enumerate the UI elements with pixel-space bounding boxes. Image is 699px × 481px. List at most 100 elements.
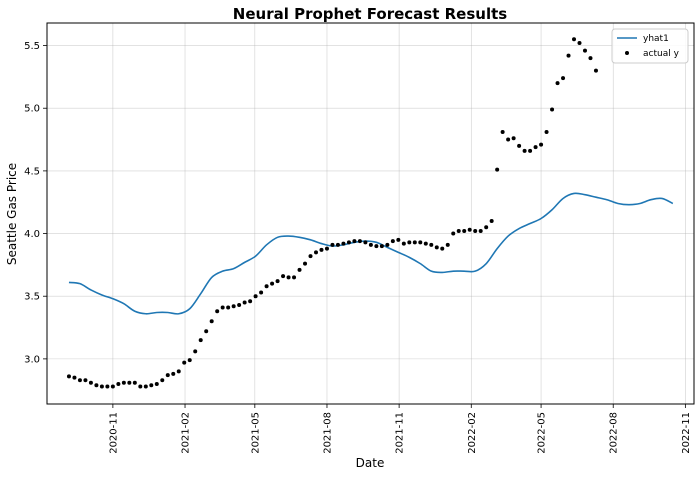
actual-y-point bbox=[335, 242, 340, 247]
actual-y-point bbox=[72, 375, 77, 380]
actual-y-point bbox=[456, 229, 461, 234]
legend-yhat1-label: yhat1 bbox=[643, 34, 669, 44]
actual-y-point bbox=[116, 381, 121, 386]
actual-y-point bbox=[66, 374, 71, 379]
actual-y-point bbox=[138, 384, 143, 389]
actual-y-point bbox=[330, 242, 335, 247]
x-tick-label: 2021-02 bbox=[181, 412, 192, 454]
actual-y-point bbox=[495, 167, 500, 172]
actual-y-point bbox=[242, 300, 247, 305]
actual-y-point bbox=[297, 267, 302, 272]
x-tick-label: 2022-08 bbox=[609, 412, 620, 454]
grid bbox=[47, 23, 694, 404]
actual-y-point bbox=[368, 242, 373, 247]
actual-y-point bbox=[248, 299, 253, 304]
x-tick-label: 2021-08 bbox=[322, 412, 333, 454]
y-tick-label: 4.5 bbox=[24, 166, 40, 177]
actual-y-point bbox=[281, 274, 286, 279]
actual-y-point bbox=[215, 309, 220, 314]
actual-y-point bbox=[292, 275, 297, 280]
actual-y-point bbox=[209, 319, 214, 324]
legend-actual-label: actual y bbox=[643, 49, 680, 59]
actual-y-point bbox=[572, 37, 577, 42]
actual-y-point bbox=[550, 107, 555, 112]
actual-y-point bbox=[253, 294, 258, 299]
actual-y-point bbox=[270, 281, 275, 286]
x-tick-label: 2020-11 bbox=[108, 412, 119, 454]
actual-y-point bbox=[182, 360, 187, 365]
actual-y-point bbox=[149, 383, 154, 388]
actual-y-point bbox=[264, 284, 269, 289]
actual-y-point bbox=[357, 239, 362, 244]
actual-y-point bbox=[500, 130, 505, 135]
actual-y-point bbox=[105, 384, 110, 389]
actual-y-point bbox=[390, 239, 395, 244]
yhat1-line bbox=[68, 192, 674, 315]
actual-y-point bbox=[489, 219, 494, 224]
actual-y-point bbox=[445, 242, 450, 247]
actual-y-point bbox=[286, 275, 291, 280]
actual-y-point bbox=[77, 378, 82, 383]
actual-y-point bbox=[193, 349, 198, 354]
y-tick-label: 4.0 bbox=[24, 229, 40, 240]
actual-y-point bbox=[385, 242, 390, 247]
actual-y-point bbox=[237, 302, 242, 307]
y-tick-label: 3.5 bbox=[24, 292, 40, 303]
actual-y-point bbox=[324, 246, 329, 251]
actual-y-point bbox=[231, 304, 236, 309]
actual-y-point bbox=[143, 384, 148, 389]
actual-y-point bbox=[121, 380, 126, 385]
actual-y-point bbox=[88, 380, 93, 385]
y-tick-label: 3.0 bbox=[24, 354, 40, 365]
actual-y-point bbox=[259, 290, 264, 295]
actual-y-point bbox=[407, 240, 412, 245]
actual-y-point bbox=[379, 244, 384, 249]
actual-y-point bbox=[303, 261, 308, 266]
actual-y-point bbox=[555, 81, 560, 86]
actual-y-point bbox=[396, 237, 401, 242]
legend: yhat1 actual y bbox=[611, 28, 689, 64]
x-tick-label: 2021-11 bbox=[395, 412, 406, 454]
actual-y-point bbox=[478, 229, 483, 234]
actual-y-point bbox=[418, 240, 423, 245]
actual-y-point bbox=[314, 250, 318, 255]
actual-y-point bbox=[99, 384, 104, 389]
actual-y-point bbox=[506, 137, 511, 142]
actual-y-point bbox=[352, 239, 357, 244]
actual-y-point bbox=[319, 247, 324, 252]
axis-ticks: 3.0 3.5 4.0 4.5 5.0 5.5 2020-11 2021-02 2021-05 2… bbox=[24, 41, 692, 454]
actual-y-point bbox=[132, 380, 137, 385]
actual-y-point bbox=[401, 241, 406, 246]
actual-y-point bbox=[346, 240, 351, 245]
forecast-line-layer bbox=[68, 192, 674, 315]
actual-y-point bbox=[187, 358, 192, 363]
actual-y-point bbox=[429, 242, 434, 247]
actual-y-point bbox=[226, 305, 231, 310]
y-axis-label: Seattle Gas Price bbox=[5, 163, 19, 265]
actual-y-point bbox=[198, 338, 203, 343]
actual-y-point bbox=[522, 148, 527, 153]
actual-y-point bbox=[341, 241, 346, 246]
actual-y-point bbox=[423, 241, 428, 246]
actual-y-point bbox=[154, 381, 159, 386]
actual-y-point bbox=[582, 48, 587, 53]
actual-y-point bbox=[593, 68, 598, 73]
x-axis-label: Date bbox=[356, 456, 385, 470]
actual-y-point bbox=[220, 305, 225, 310]
actual-y-point bbox=[588, 56, 593, 61]
actual-points-layer bbox=[66, 37, 598, 389]
actual-y-point bbox=[94, 383, 99, 388]
actual-y-point bbox=[363, 240, 368, 245]
actual-y-point bbox=[160, 378, 165, 383]
actual-y-point bbox=[204, 329, 209, 334]
actual-y-point bbox=[566, 53, 571, 58]
actual-y-point bbox=[434, 245, 439, 250]
x-tick-label: 2022-05 bbox=[537, 412, 548, 454]
y-tick-label: 5.0 bbox=[24, 104, 40, 115]
actual-y-point bbox=[440, 246, 445, 251]
actual-y-point bbox=[473, 229, 478, 234]
actual-y-point bbox=[561, 76, 566, 81]
